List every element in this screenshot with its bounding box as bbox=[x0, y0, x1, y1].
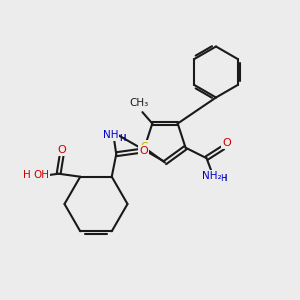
Text: O: O bbox=[222, 138, 231, 148]
Text: O: O bbox=[139, 146, 148, 156]
Text: S: S bbox=[140, 141, 148, 154]
Text: O: O bbox=[57, 145, 66, 155]
Text: NH₂: NH₂ bbox=[202, 171, 222, 181]
Text: H: H bbox=[220, 174, 226, 183]
Text: H: H bbox=[119, 134, 125, 143]
Text: CH₃: CH₃ bbox=[129, 98, 148, 108]
Text: O: O bbox=[139, 146, 148, 156]
Text: O: O bbox=[57, 145, 66, 155]
Text: NH: NH bbox=[103, 130, 118, 140]
Text: OH: OH bbox=[34, 170, 50, 180]
Text: S: S bbox=[140, 141, 148, 154]
Text: O: O bbox=[222, 138, 231, 148]
Text: H: H bbox=[220, 174, 226, 183]
Text: H: H bbox=[23, 170, 31, 180]
Text: NH: NH bbox=[103, 130, 118, 140]
Text: H: H bbox=[119, 134, 125, 143]
Text: H: H bbox=[23, 170, 31, 180]
Text: CH₃: CH₃ bbox=[129, 98, 148, 108]
Text: NH₂: NH₂ bbox=[202, 171, 222, 181]
Text: OH: OH bbox=[34, 170, 50, 180]
